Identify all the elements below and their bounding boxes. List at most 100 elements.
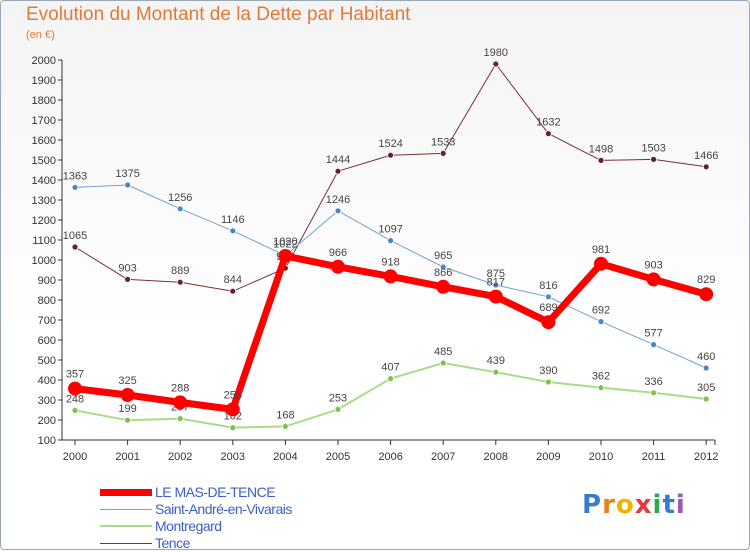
data-label: 689 [539,302,557,314]
data-point [545,130,552,138]
legend-swatch [100,525,152,527]
data-label: 439 [487,355,505,367]
data-label: 1632 [536,117,560,129]
data-point [702,364,710,372]
data-point [597,156,605,164]
legend-label: LE MAS-DE-TENCE [155,484,276,500]
data-point [124,416,131,424]
data-point [436,279,451,294]
logo-letter: r [602,490,616,520]
data-point [488,289,503,304]
y-tick-label: 1400 [32,175,56,187]
data-label: 1097 [378,224,402,236]
data-label: 918 [381,256,399,268]
data-label: 875 [487,268,505,280]
chart-subtitle: (en €) [26,29,55,41]
x-tick-label: 2002 [168,451,192,463]
y-tick-label: 1000 [32,255,56,267]
data-point [439,359,447,367]
data-label: 1980 [484,47,508,59]
y-tick-label: 900 [38,275,56,287]
y-tick-label: 800 [38,295,56,307]
data-point [176,278,184,286]
x-tick-label: 2003 [221,451,245,463]
data-point [281,422,289,430]
data-point [124,181,131,189]
data-point [650,155,657,163]
data-point [597,384,605,392]
data-point [439,149,447,157]
data-label: 1524 [378,138,402,150]
data-label: 889 [171,265,189,277]
x-tick-label: 2010 [589,451,613,463]
y-tick-label: 200 [38,415,56,427]
data-label: 1498 [589,143,613,155]
data-label: 460 [697,351,715,363]
logo-letter: P [582,490,603,520]
data-point [702,395,710,403]
data-point [646,272,661,287]
logo-letter: i [675,490,686,520]
data-label: 903 [644,259,662,271]
data-label: 817 [487,277,505,289]
data-label: 1022 [273,239,297,251]
y-tick-label: 1500 [32,155,56,167]
data-point [334,167,342,175]
data-point [278,249,293,263]
data-label: 829 [697,274,715,286]
data-point [492,281,500,289]
data-label: 981 [592,244,610,256]
data-point [597,318,605,326]
x-tick-label: 2006 [378,451,402,463]
y-tick-label: 300 [38,395,56,407]
x-tick-label: 2012 [694,451,718,463]
data-point [176,205,184,213]
data-point [439,263,447,271]
line-chart: 100 200 300 400 500 600 700 800 900 1000 1100 1200 1… [32,47,719,463]
data-label: 199 [118,403,136,415]
x-tick-label: 2011 [642,451,666,463]
data-point [71,406,79,414]
data-point [334,207,342,215]
data-label: 1533 [431,136,455,148]
data-point [387,237,395,245]
data-point [176,415,184,423]
legend-label: Montregard [155,518,222,534]
data-label: 1065 [63,230,87,242]
x-tick-label: 2009 [536,451,560,463]
data-point [545,378,552,386]
data-point [650,341,657,349]
data-point [334,405,342,413]
x-tick-label: 2005 [326,451,350,463]
chart-title: Evolution du Montant de la Dette par Hab… [26,4,411,25]
data-label: 407 [381,362,399,374]
data-label: 1256 [168,192,192,204]
data-label: 357 [66,369,84,381]
data-point [229,424,237,432]
y-tick-label: 700 [38,315,56,327]
y-tick-label: 1300 [32,195,56,207]
data-point [545,293,552,301]
data-label: 965 [434,250,452,262]
data-point [229,227,237,235]
legend-swatch [100,543,152,544]
data-point [387,151,395,159]
data-point [387,375,395,383]
data-label: 1503 [641,142,665,154]
y-tick-label: 1100 [32,235,56,247]
data-point [71,243,79,251]
y-tick-label: 2000 [32,55,56,67]
y-tick-label: 1800 [32,95,56,107]
data-label: 844 [224,274,242,286]
data-label: 816 [539,280,557,292]
data-label: 305 [697,382,715,394]
data-label: 966 [329,247,347,259]
data-point [71,183,79,191]
legend-label: Saint-André-en-Vivarais [155,501,292,517]
data-point [225,402,240,417]
proxiti-logo: Proxiti [582,490,686,520]
y-tick-label: 1900 [32,75,56,87]
data-point [594,256,608,271]
data-label: 903 [118,262,136,274]
data-label: 390 [539,365,557,377]
